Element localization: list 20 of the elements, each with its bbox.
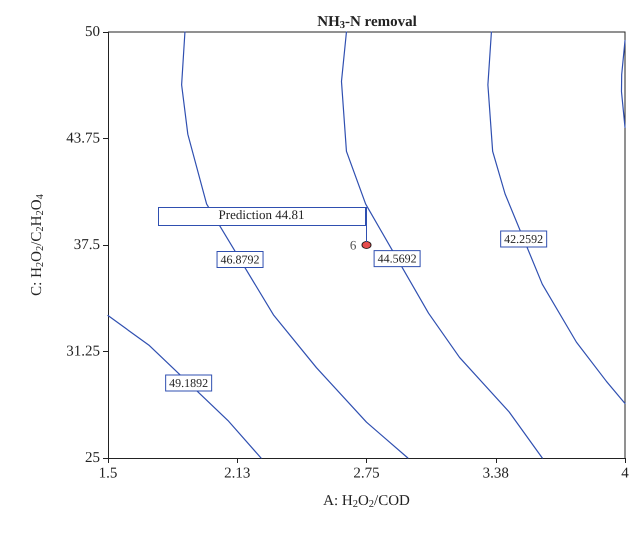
series-label: 49.1892: [169, 376, 208, 390]
y-tick-label: 43.75: [66, 130, 100, 146]
series-label: 46.8792: [220, 252, 260, 266]
text: C: H2O2/C2H2O4: [29, 194, 46, 296]
x-tick-label: 2.13: [224, 466, 250, 482]
line-series: [340, 31, 543, 459]
series-label: 6: [350, 238, 357, 252]
y-tick-label: 25: [85, 450, 100, 466]
series-label: 42.2592: [504, 232, 544, 246]
y-tick-label: 50: [85, 24, 100, 40]
x-tick-label: 3.38: [482, 466, 509, 482]
y-tick-label: 31.25: [66, 344, 100, 360]
line-series: [487, 31, 626, 404]
y-tick-label: 37.5: [74, 237, 100, 253]
x-tick-label: 2.75: [353, 466, 380, 482]
series-label: 44.5692: [378, 252, 417, 266]
line-series: [107, 314, 262, 459]
line-series: [620, 40, 626, 128]
x-tick-label: 1.5: [98, 466, 118, 482]
x-tick-label: 4: [621, 466, 630, 482]
